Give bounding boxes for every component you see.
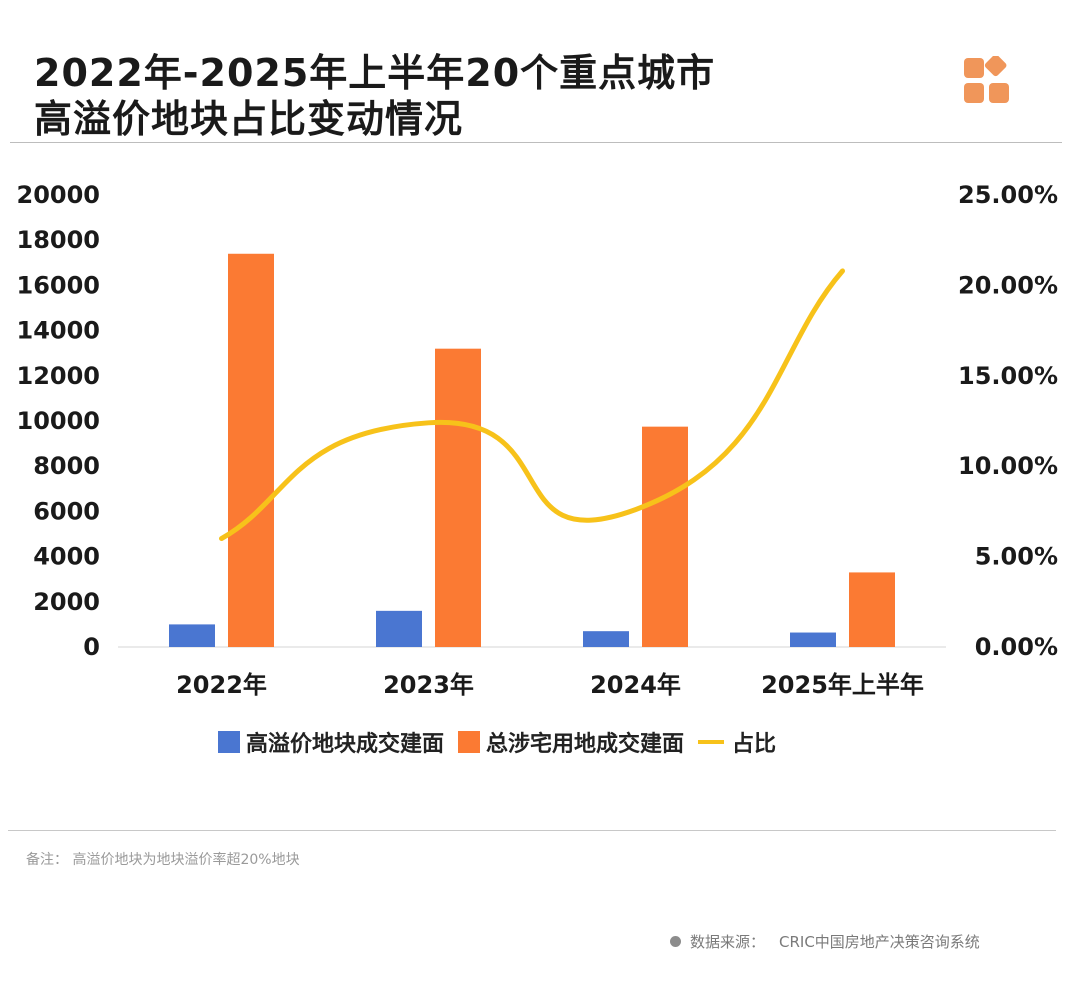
data-source: 数据来源： CRIC中国房地产决策咨询系统 [670, 931, 980, 952]
brand-tile-bottom-right [989, 83, 1009, 103]
brand-tile-bottom-left [964, 83, 984, 103]
bar-series [169, 253, 895, 647]
ratio-line-series [219, 268, 845, 542]
legend-swatch-orange [458, 731, 481, 753]
x-axis-tick-label: 2023年 [383, 671, 474, 699]
footer-divider [8, 830, 1056, 831]
high-premium-bar [376, 610, 422, 647]
right-axis-tick-label: 10.00% [958, 452, 1058, 480]
right-axis-tick-label: 0.00% [975, 633, 1058, 661]
bullet-dot-icon [670, 936, 681, 947]
left-axis-tick-label: 2000 [33, 588, 100, 616]
left-axis: 0 2000 4000 6000 8000 10000 12000 14000 16000 180… [17, 181, 101, 661]
legend-label-total-residential: 总涉宅用地成交建面 [486, 732, 685, 757]
right-axis-tick-label: 15.00% [958, 362, 1058, 390]
left-axis-tick-label: 12000 [17, 362, 101, 390]
legend-item-ratio: 占比 [698, 726, 776, 758]
chart-title: 2022年-2025年上半年20个重点城市 高溢价地块占比变动情况 [34, 50, 715, 142]
x-axis-tick-label: 2025年上半年 [761, 671, 924, 699]
high-premium-bar [583, 631, 629, 647]
total-residential-bar [642, 426, 688, 647]
footnote: 备注： 高溢价地块为地块溢价率超20%地块 [26, 852, 300, 868]
left-axis-tick-label: 18000 [17, 226, 101, 254]
chart-legend: 高溢价地块成交建面 总涉宅用地成交建面 占比 [218, 726, 790, 758]
x-axis-tick-label: 2022年 [176, 671, 267, 699]
x-axis-tick-label: 2024年 [590, 671, 681, 699]
left-axis-tick-label: 14000 [17, 317, 101, 345]
legend-swatch-line [698, 740, 725, 744]
chart-title-line-1: 2022年-2025年上半年20个重点城市 [34, 51, 716, 95]
total-residential-bar [849, 572, 895, 647]
right-axis-tick-label: 20.00% [958, 271, 1058, 299]
right-axis-tick-label: 5.00% [975, 543, 1058, 571]
brand-tile-top-left [964, 58, 984, 78]
brand-tiles-icon [964, 56, 1009, 103]
left-axis-tick-label: 8000 [33, 452, 100, 480]
x-axis: 2022年 2023年 2024年 2025年上半年 [176, 671, 924, 699]
right-axis: 0.00% 5.00% 10.00% 15.00% 20.00% 25.00% [958, 181, 1058, 661]
left-axis-tick-label: 0 [83, 633, 100, 661]
left-axis-tick-label: 4000 [33, 543, 100, 571]
brand-tile-diamond [984, 56, 1007, 77]
legend-label-high-premium: 高溢价地块成交建面 [246, 732, 445, 757]
left-axis-tick-label: 20000 [17, 181, 101, 209]
total-residential-bar [228, 253, 274, 647]
right-axis-tick-label: 25.00% [958, 181, 1058, 209]
left-axis-tick-label: 10000 [17, 407, 101, 435]
left-axis-tick-label: 6000 [33, 497, 100, 525]
legend-label-ratio: 占比 [732, 732, 777, 757]
header-divider [10, 142, 1062, 143]
left-axis-tick-label: 16000 [17, 271, 101, 299]
legend-item-high-premium: 高溢价地块成交建面 [218, 726, 444, 758]
high-premium-bar [790, 632, 836, 647]
data-source-text: CRIC中国房地产决策咨询系统 [779, 933, 980, 951]
data-source-label: 数据来源： [690, 933, 766, 951]
high-premium-bar [169, 624, 215, 647]
legend-item-total-residential: 总涉宅用地成交建面 [458, 726, 684, 758]
legend-swatch-blue [218, 731, 240, 753]
total-residential-bar [435, 348, 481, 647]
chart-title-line-2: 高溢价地块占比变动情况 [34, 97, 464, 141]
